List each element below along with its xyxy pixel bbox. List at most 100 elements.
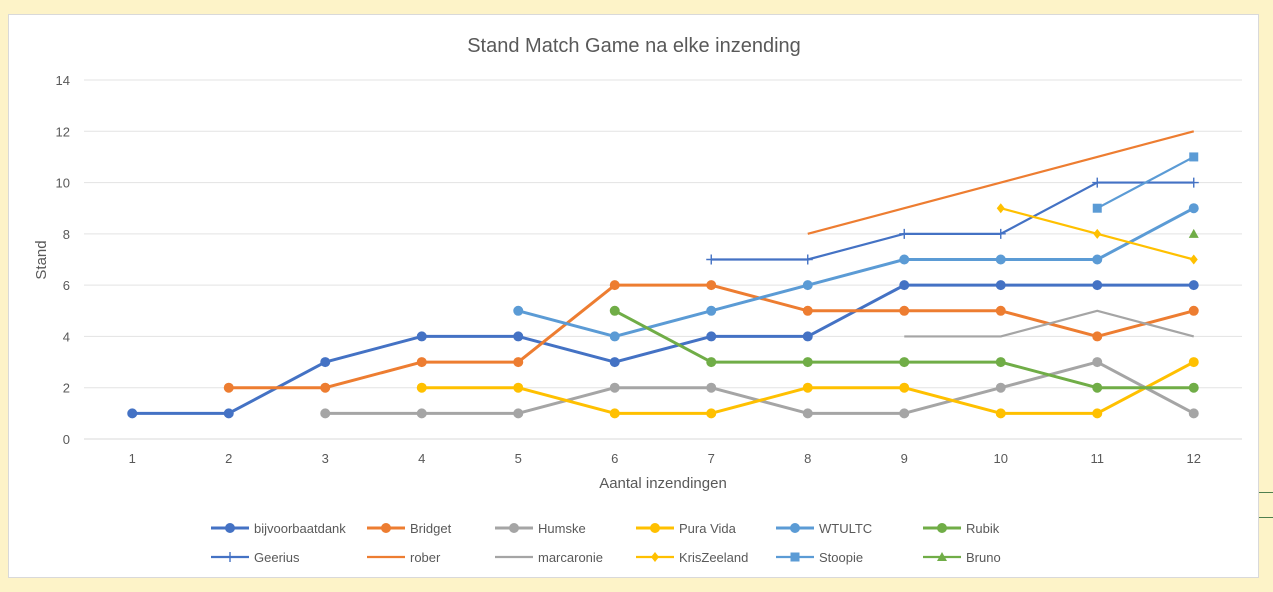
data-point-humske bbox=[320, 408, 331, 419]
data-point-pura-vida bbox=[995, 408, 1006, 419]
data-point-wtultc bbox=[706, 305, 717, 316]
legend-marker bbox=[937, 552, 947, 561]
data-point-bijvoorbaatdank bbox=[320, 357, 331, 368]
legend-item-rober: rober bbox=[367, 550, 441, 565]
legend-marker bbox=[509, 523, 519, 533]
data-point-geerius bbox=[899, 228, 910, 239]
data-point-rubik bbox=[706, 357, 717, 368]
series-rubik bbox=[609, 305, 1199, 393]
data-point-rubik bbox=[1188, 382, 1199, 393]
divider-line bbox=[1259, 492, 1273, 493]
data-point-pura-vida bbox=[1092, 408, 1103, 419]
data-point-rubik bbox=[609, 305, 620, 316]
series-line-rubik bbox=[614, 309, 1194, 390]
x-tick-label: 4 bbox=[418, 451, 425, 466]
data-point-humske bbox=[706, 382, 717, 393]
data-point-rubik bbox=[899, 357, 910, 368]
data-point-bridget bbox=[706, 280, 717, 291]
legend-marker bbox=[225, 552, 235, 562]
x-tick-label: 8 bbox=[804, 451, 811, 466]
y-tick-label: 4 bbox=[63, 329, 70, 344]
data-point-bridget bbox=[995, 305, 1006, 316]
data-point-geerius bbox=[802, 254, 813, 265]
data-point-humske bbox=[609, 382, 620, 393]
data-point-bridget bbox=[416, 357, 427, 368]
data-point-bijvoorbaatdank bbox=[416, 331, 427, 342]
data-point-wtultc bbox=[1092, 254, 1103, 265]
legend-label: Rubik bbox=[966, 521, 1000, 536]
data-point-bridget bbox=[1092, 331, 1103, 342]
y-tick-label: 6 bbox=[63, 278, 70, 293]
x-tick-label: 5 bbox=[515, 451, 522, 466]
legend-item-rubik: Rubik bbox=[923, 521, 1000, 536]
data-point-bridget bbox=[802, 305, 813, 316]
data-point-bridget bbox=[320, 382, 331, 393]
series-marcaronie bbox=[904, 309, 1195, 338]
series-bridget bbox=[223, 280, 1199, 393]
data-point-geerius bbox=[1188, 177, 1199, 188]
series-kriszeeland bbox=[996, 203, 1198, 265]
x-tick-label: 9 bbox=[901, 451, 908, 466]
legend-marker bbox=[937, 523, 947, 533]
series-line-geerius bbox=[711, 181, 1194, 261]
data-point-bijvoorbaatdank bbox=[223, 408, 234, 419]
data-point-bijvoorbaatdank bbox=[802, 331, 813, 342]
series-bruno bbox=[1188, 228, 1199, 238]
legend-marker bbox=[651, 552, 659, 562]
data-point-kriszeeland bbox=[1093, 228, 1102, 239]
x-tick-label: 11 bbox=[1091, 451, 1105, 466]
y-tick-label: 0 bbox=[63, 432, 70, 447]
legend-item-stoopie: Stoopie bbox=[776, 550, 863, 565]
data-point-wtultc bbox=[995, 254, 1006, 265]
data-point-bridget bbox=[1188, 305, 1199, 316]
data-point-humske bbox=[1188, 408, 1199, 419]
legend-label: KrisZeeland bbox=[679, 550, 748, 565]
series-line-wtultc bbox=[517, 206, 1195, 338]
series-line-stoopie bbox=[1096, 155, 1195, 210]
x-tick-label: 7 bbox=[708, 451, 715, 466]
data-point-wtultc bbox=[513, 305, 524, 316]
legend-item-wtultc: WTULTC bbox=[776, 521, 872, 536]
data-point-rubik bbox=[995, 357, 1006, 368]
x-tick-label: 1 bbox=[129, 451, 136, 466]
data-point-bridget bbox=[223, 382, 234, 393]
legend-item-humske: Humske bbox=[495, 521, 586, 536]
x-tick-label: 10 bbox=[994, 451, 1008, 466]
data-point-pura-vida bbox=[513, 382, 524, 393]
legend-label: WTULTC bbox=[819, 521, 872, 536]
data-point-geerius bbox=[1092, 177, 1103, 188]
data-point-geerius bbox=[706, 254, 717, 265]
y-tick-label: 14 bbox=[56, 73, 70, 88]
data-point-pura-vida bbox=[802, 382, 813, 393]
legend-label: Bruno bbox=[966, 550, 1001, 565]
data-point-humske bbox=[899, 408, 910, 419]
data-point-bijvoorbaatdank bbox=[127, 408, 138, 419]
legend-marker bbox=[650, 523, 660, 533]
chart-title: Stand Match Game na elke inzending bbox=[467, 35, 801, 57]
data-point-stoopie bbox=[1189, 152, 1199, 162]
series-geerius bbox=[706, 177, 1199, 265]
data-point-rubik bbox=[1092, 382, 1103, 393]
legend-marker bbox=[790, 523, 800, 533]
y-tick-label: 12 bbox=[56, 124, 70, 139]
legend-item-kriszeeland: KrisZeeland bbox=[636, 550, 748, 565]
legend-label: bijvoorbaatdank bbox=[254, 521, 346, 536]
data-point-bridget bbox=[899, 305, 910, 316]
chart-panel: 0 2 4 6 8 10 12 14 1 2 3 4 5 6 7 8 9 10 11 12 bijvoorbaatda… bbox=[8, 14, 1259, 578]
legend-item-pura-vida: Pura Vida bbox=[636, 521, 737, 536]
x-tick-label: 2 bbox=[225, 451, 232, 466]
data-point-stoopie bbox=[1092, 203, 1102, 213]
series-line-rober bbox=[807, 130, 1195, 235]
series-pura-vida bbox=[416, 357, 1199, 419]
data-point-wtultc bbox=[899, 254, 910, 265]
data-point-pura-vida bbox=[899, 382, 910, 393]
legend-label: Stoopie bbox=[819, 550, 863, 565]
legend-label: Humske bbox=[538, 521, 586, 536]
data-point-wtultc bbox=[1188, 203, 1199, 214]
series-stoopie bbox=[1092, 152, 1199, 213]
data-point-bridget bbox=[513, 357, 524, 368]
data-point-kriszeeland bbox=[996, 203, 1005, 214]
legend-label: Bridget bbox=[410, 521, 452, 536]
